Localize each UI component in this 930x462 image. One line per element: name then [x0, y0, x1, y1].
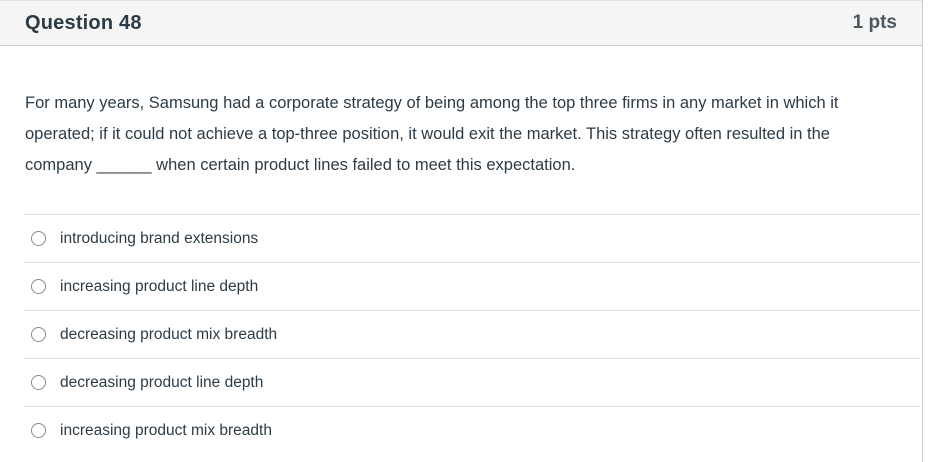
- answer-option[interactable]: increasing product mix breadth: [24, 406, 920, 454]
- answer-option-label: decreasing product line depth: [60, 374, 264, 391]
- answer-option-label: introducing brand extensions: [60, 230, 259, 247]
- answer-option[interactable]: introducing brand extensions: [24, 214, 920, 262]
- answer-option[interactable]: decreasing product line depth: [24, 358, 920, 406]
- radio-button-icon[interactable]: [31, 279, 46, 294]
- answer-option[interactable]: decreasing product mix breadth: [24, 310, 920, 358]
- question-header: Question 48 1 pts: [0, 0, 922, 46]
- answer-option-label: decreasing product mix breadth: [60, 326, 278, 343]
- radio-button-icon[interactable]: [31, 231, 46, 246]
- radio-button-icon[interactable]: [31, 327, 46, 342]
- question-body: For many years, Samsung had a corporate …: [0, 46, 922, 181]
- answer-option-label: increasing product line depth: [60, 278, 259, 295]
- radio-button-icon[interactable]: [31, 375, 46, 390]
- question-points-badge: 1 pts: [852, 12, 897, 33]
- answer-option-label: increasing product mix breadth: [60, 422, 272, 439]
- answer-option[interactable]: increasing product line depth: [24, 262, 920, 310]
- answer-options-list: introducing brand extensions increasing p…: [24, 214, 920, 454]
- question-title: Question 48: [25, 11, 142, 34]
- question-text: For many years, Samsung had a corporate …: [25, 94, 839, 174]
- radio-button-icon[interactable]: [31, 423, 46, 438]
